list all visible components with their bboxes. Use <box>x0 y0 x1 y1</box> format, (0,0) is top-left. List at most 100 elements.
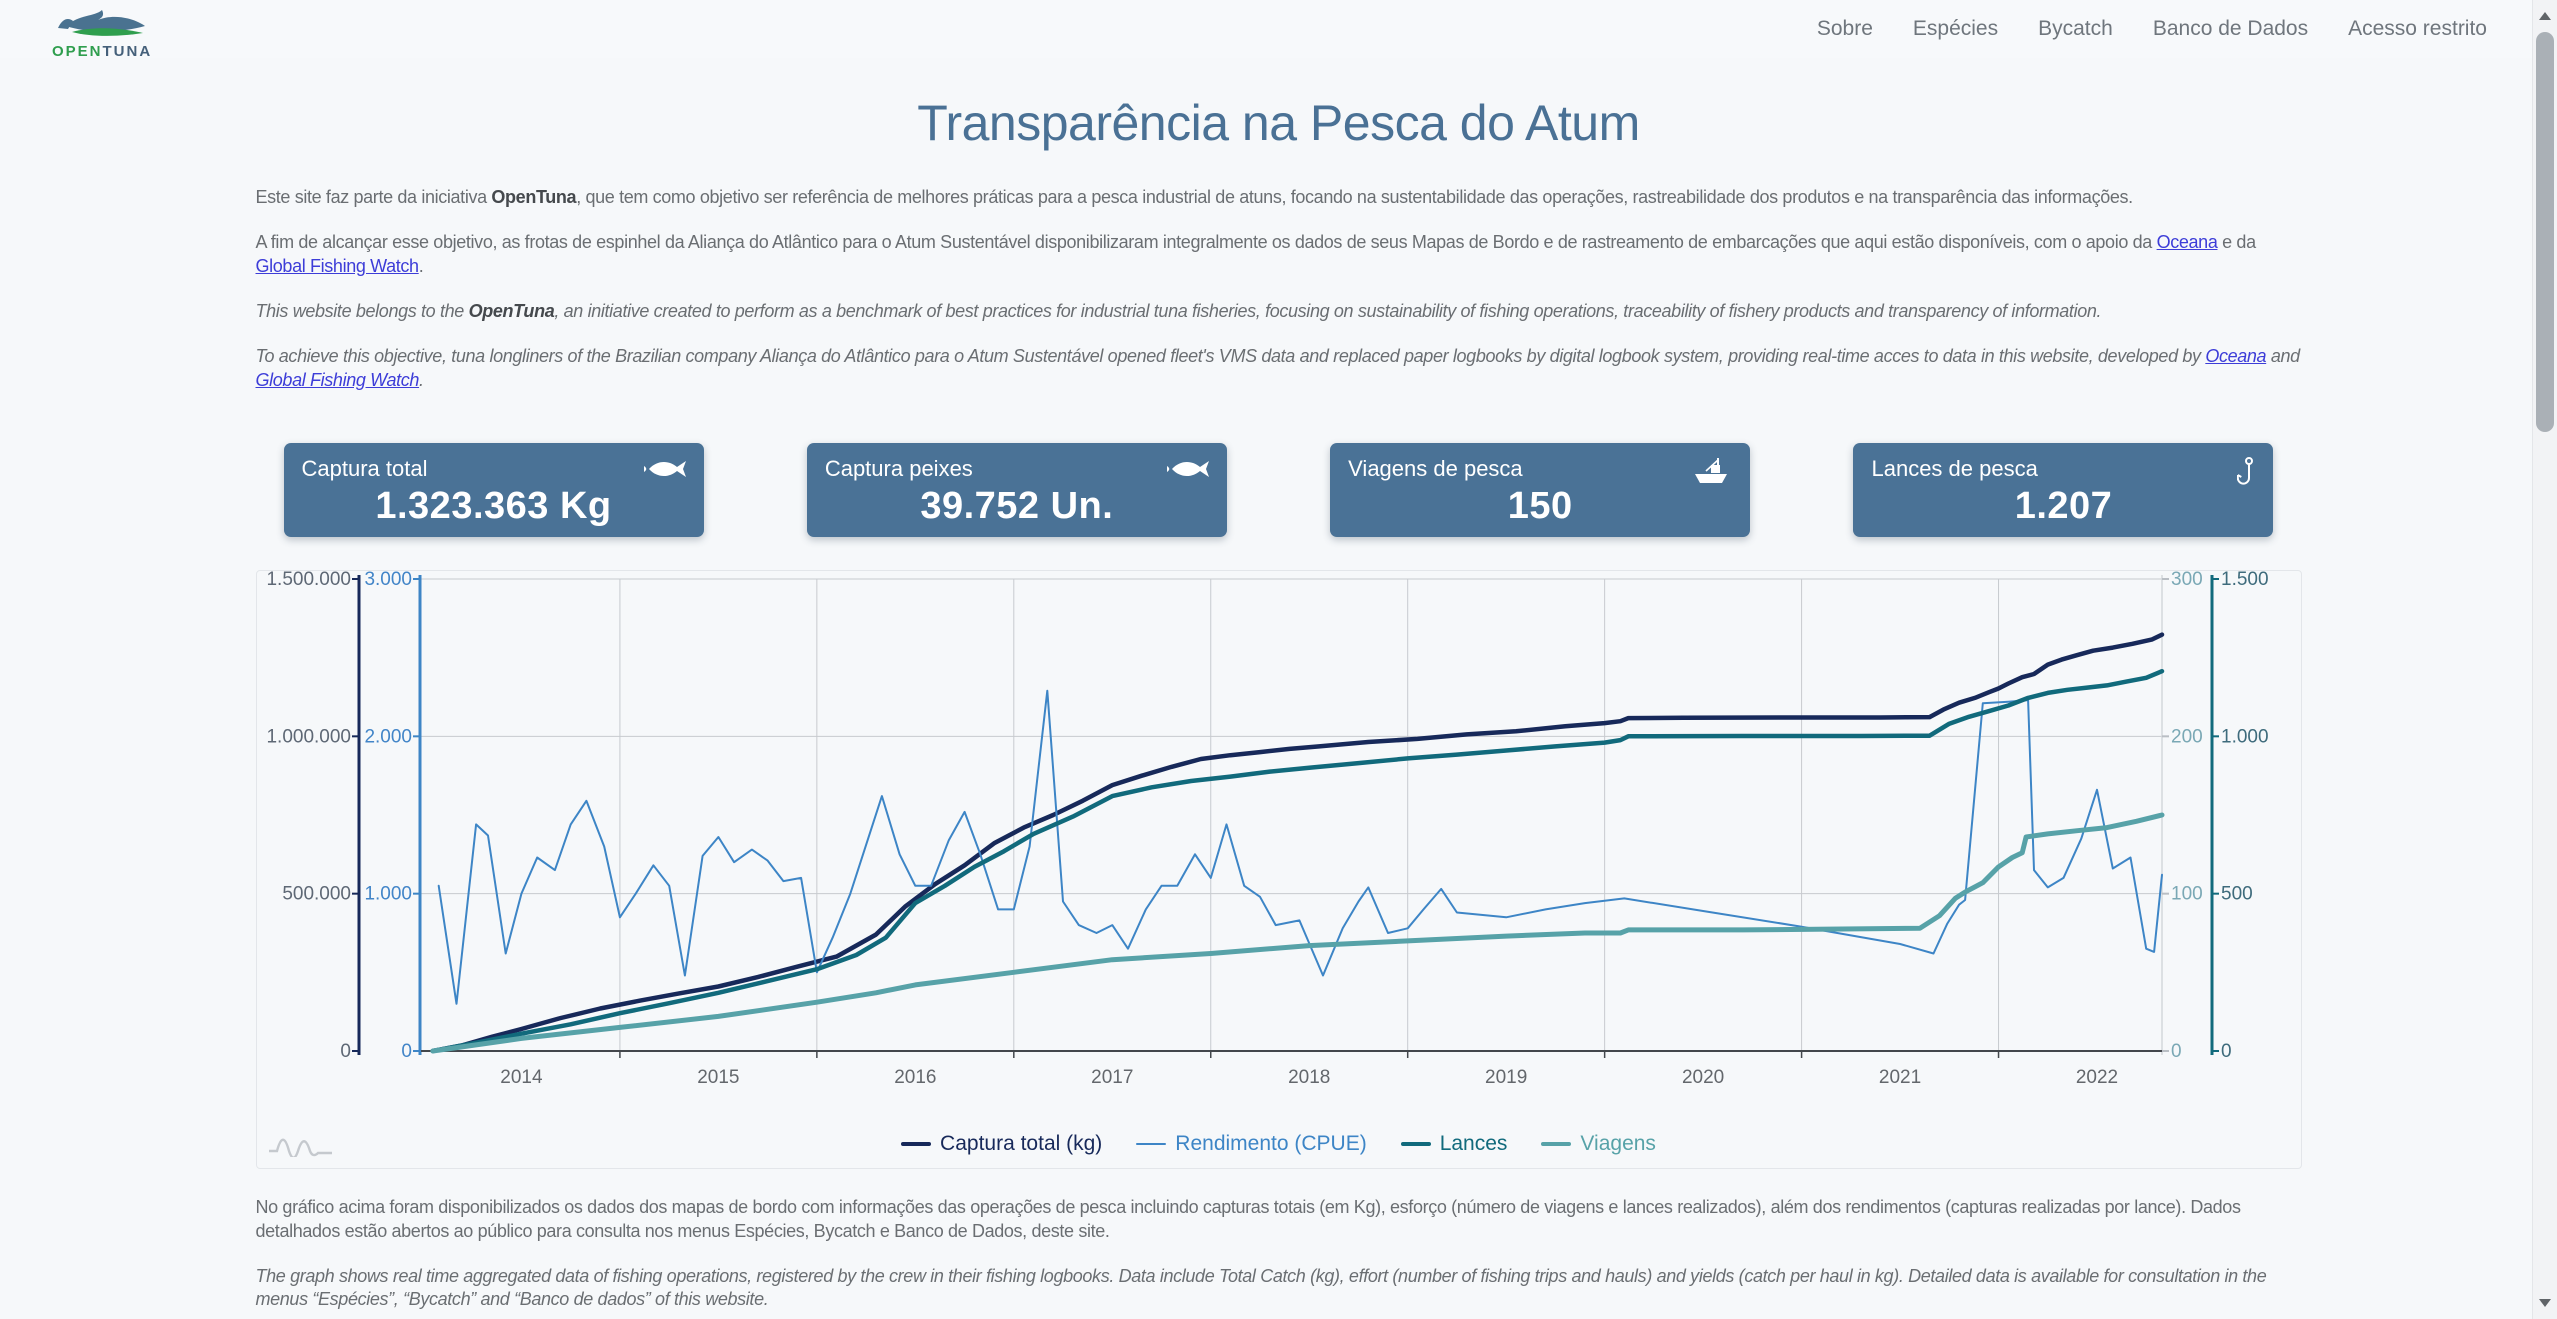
card-label: Viagens de pesca <box>1348 455 1523 481</box>
inline-link[interactable]: Oceana <box>2156 231 2218 252</box>
legend-item-viagens[interactable]: Viagens <box>1541 1132 1656 1156</box>
legend-label: Viagens <box>1580 1131 1656 1155</box>
card-value: 150 <box>1507 484 1573 527</box>
card-value: 39.752 Un. <box>920 484 1114 527</box>
legend-label: Rendimento (CPUE) <box>1175 1131 1367 1155</box>
stat-card-lances: Lances de pesca 1.207 <box>1853 442 2274 537</box>
svg-text:2022: 2022 <box>2075 1067 2117 1088</box>
intro-paragraph-en-2: To achieve this objective, tuna longline… <box>256 345 2302 393</box>
text-segment: Este site faz parte da iniciativa <box>255 187 492 207</box>
text-segment: A fim de alcançar esse objetivo, as frot… <box>255 231 2157 252</box>
text-segment: , an initiative created to perform as a … <box>554 300 2102 321</box>
card-label: Lances de pesca <box>1871 455 2038 481</box>
tuna-fish-logo-icon <box>52 4 152 45</box>
legend-label: Lances <box>1439 1131 1508 1155</box>
inline-link[interactable]: Global Fishing Watch <box>255 369 420 390</box>
svg-text:2014: 2014 <box>500 1067 543 1088</box>
chart-description-pt: No gráfico acima foram disponibilizados … <box>256 1196 2302 1244</box>
intro-paragraph-en-1: This website belongs to the OpenTuna, an… <box>256 300 2302 324</box>
legend-swatch <box>1541 1141 1572 1146</box>
page-title: Transparência na Pesca do Atum <box>917 95 1640 151</box>
svg-text:0: 0 <box>2171 1041 2182 1062</box>
legend-swatch <box>901 1141 932 1146</box>
fish-icon <box>640 456 688 487</box>
inline-link[interactable]: Oceana <box>2205 345 2267 366</box>
chart-description-section: No gráfico acima foram disponibilizados … <box>256 1196 2302 1313</box>
scrollbar[interactable] <box>2532 0 2557 1319</box>
card-value: 1.207 <box>2014 484 2113 527</box>
card-label: Captura total <box>301 455 428 481</box>
svg-text:2015: 2015 <box>697 1067 739 1088</box>
scrollbar-up-arrow[interactable] <box>2539 12 2551 20</box>
main-nav: Sobre Espécies Bycatch Banco de Dados Ac… <box>1817 17 2487 41</box>
stat-card-captura-peixes: Captura peixes 39.752 Un. <box>806 442 1227 537</box>
svg-text:100: 100 <box>2171 883 2203 904</box>
series-line-lances <box>430 668 2164 1053</box>
text-segment: This website belongs to the <box>255 300 469 321</box>
legend-item-captura[interactable]: Captura total (kg) <box>901 1132 1102 1156</box>
line-chart[interactable]: 0 500.000 1.000.000 1.500.000 0 1.000 2.000 3.0… <box>257 571 2301 1168</box>
svg-text:300: 300 <box>2171 571 2203 590</box>
text-segment: No gráfico acima foram disponibilizados … <box>255 1196 2241 1241</box>
svg-text:1.500.000: 1.500.000 <box>266 571 351 590</box>
hook-icon <box>2237 456 2257 497</box>
svg-text:1.500: 1.500 <box>2221 571 2269 590</box>
text-segment: and <box>2266 345 2300 366</box>
svg-text:0: 0 <box>401 1041 412 1062</box>
stat-cards-row: Captura total 1.323.363 Kg Captura peixe… <box>256 442 2302 537</box>
svg-text:0: 0 <box>2221 1041 2232 1062</box>
fish-icon <box>1163 456 1211 487</box>
svg-text:0: 0 <box>340 1041 351 1062</box>
series-line-cpue <box>437 689 2163 1005</box>
svg-text:2017: 2017 <box>1091 1067 1133 1088</box>
card-value: 1.323.363 Kg <box>375 484 612 527</box>
sparkline-icon[interactable] <box>267 1131 341 1162</box>
bold-text: OpenTuna <box>491 187 577 207</box>
legend-item-cpue[interactable]: Rendimento (CPUE) <box>1136 1131 1367 1156</box>
text-segment: e da <box>2217 231 2256 252</box>
text-segment: To achieve this objective, tuna longline… <box>255 345 2206 366</box>
chart-description-en: The graph shows real time aggregated dat… <box>256 1265 2302 1313</box>
nav-item-bycatch[interactable]: Bycatch <box>2038 17 2113 40</box>
text-segment: . <box>419 369 424 390</box>
svg-text:200: 200 <box>2171 726 2203 747</box>
svg-text:3.000: 3.000 <box>364 571 412 590</box>
nav-item-acesso-restrito[interactable]: Acesso restrito <box>2348 17 2487 40</box>
chart-legend: Captura total (kg) Rendimento (CPUE) Lance… <box>257 1132 2301 1156</box>
svg-text:1.000: 1.000 <box>2221 726 2269 747</box>
stat-card-captura-total: Captura total 1.323.363 Kg <box>283 442 704 537</box>
legend-item-lances[interactable]: Lances <box>1400 1131 1508 1156</box>
svg-text:2019: 2019 <box>1485 1067 1527 1088</box>
scrollbar-down-arrow[interactable] <box>2539 1299 2551 1307</box>
legend-swatch <box>1400 1141 1431 1146</box>
scrollbar-thumb[interactable] <box>2536 32 2554 432</box>
nav-item-especies[interactable]: Espécies <box>1912 17 1999 40</box>
bold-text: OpenTuna <box>468 300 555 321</box>
text-segment: . <box>418 255 424 276</box>
boat-icon <box>1688 456 1734 493</box>
svg-text:1.000.000: 1.000.000 <box>266 726 351 747</box>
svg-text:500: 500 <box>2221 883 2253 904</box>
opentuna-logo[interactable]: OPENTUNA <box>52 4 152 60</box>
svg-text:500.000: 500.000 <box>282 883 351 904</box>
intro-paragraph-pt-1: Este site faz parte da iniciativa OpenTu… <box>256 186 2302 210</box>
svg-text:2016: 2016 <box>894 1067 936 1088</box>
nav-item-sobre[interactable]: Sobre <box>1816 17 1873 40</box>
svg-text:2018: 2018 <box>1288 1067 1330 1088</box>
inline-link[interactable]: Global Fishing Watch <box>255 255 420 276</box>
series-line-captura <box>430 631 2164 1053</box>
card-label: Captura peixes <box>824 455 973 481</box>
svg-text:2.000: 2.000 <box>364 726 412 747</box>
stat-card-viagens: Viagens de pesca 150 <box>1330 442 1751 537</box>
intro-paragraph-pt-2: A fim de alcançar esse objetivo, as frot… <box>256 231 2302 279</box>
svg-text:2020: 2020 <box>1681 1067 1723 1088</box>
logo-wordmark: OPENTUNA <box>52 43 153 60</box>
legend-label: Captura total (kg) <box>940 1131 1103 1155</box>
legend-swatch <box>1136 1142 1167 1145</box>
series-line-viagens <box>429 812 2164 1054</box>
header: OPENTUNA Sobre Espécies Bycatch Banco de… <box>0 0 2557 60</box>
chart-card: 0 500.000 1.000.000 1.500.000 0 1.000 2.000 3.0… <box>255 569 2302 1169</box>
svg-text:1.000: 1.000 <box>364 883 412 904</box>
nav-item-banco-de-dados[interactable]: Banco de Dados <box>2152 17 2309 40</box>
svg-text:2021: 2021 <box>1878 1067 1920 1088</box>
